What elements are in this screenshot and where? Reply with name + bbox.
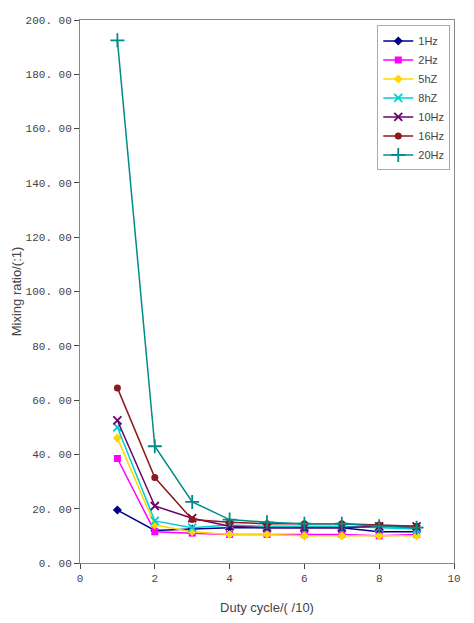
svg-text:20. 00: 20. 00 [32, 504, 72, 516]
svg-text:160. 00: 160. 00 [26, 123, 72, 135]
svg-text:140. 00: 140. 00 [26, 178, 72, 190]
svg-text:0: 0 [77, 573, 84, 585]
svg-text:40. 00: 40. 00 [32, 449, 72, 461]
svg-text:8hZ: 8hZ [418, 92, 437, 104]
svg-text:8: 8 [376, 573, 383, 585]
svg-text:2: 2 [151, 573, 158, 585]
svg-text:120. 00: 120. 00 [26, 232, 72, 244]
svg-text:10Hz: 10Hz [418, 111, 444, 123]
svg-text:Duty cycle/( /10): Duty cycle/( /10) [220, 600, 314, 615]
svg-text:200. 00: 200. 00 [26, 15, 72, 27]
svg-text:20Hz: 20Hz [418, 149, 444, 161]
svg-text:2Hz: 2Hz [418, 54, 438, 66]
svg-text:80. 00: 80. 00 [32, 341, 72, 353]
svg-text:6: 6 [301, 573, 308, 585]
svg-text:100. 00: 100. 00 [26, 286, 72, 298]
svg-text:0. 00: 0. 00 [39, 558, 72, 570]
svg-text:60. 00: 60. 00 [32, 395, 72, 407]
svg-text:10: 10 [447, 573, 460, 585]
svg-text:4: 4 [226, 573, 233, 585]
svg-text:Mixing ratio/(:1): Mixing ratio/(:1) [9, 247, 24, 337]
svg-text:16Hz: 16Hz [418, 130, 444, 142]
svg-text:5hZ: 5hZ [418, 73, 437, 85]
svg-text:180. 00: 180. 00 [26, 69, 72, 81]
svg-text:1Hz: 1Hz [418, 35, 438, 47]
